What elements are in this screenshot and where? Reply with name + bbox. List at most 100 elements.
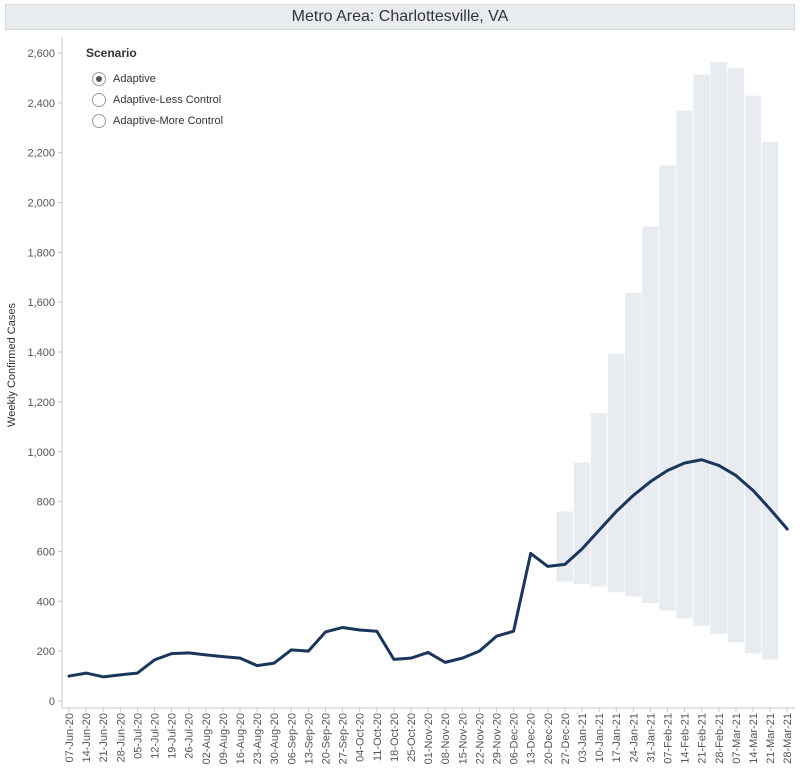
data-point: [119, 673, 122, 677]
data-point: [324, 630, 327, 634]
scenario-option-label: Adaptive-More Control: [113, 114, 224, 127]
data-point: [512, 630, 515, 633]
scenario-option-label: Adaptive: [113, 72, 156, 85]
y-tick-label: 200: [37, 646, 55, 658]
data-point: [683, 461, 686, 465]
forecast-band: [556, 61, 779, 661]
data-point: [580, 547, 584, 551]
y-tick-label: 0: [49, 696, 55, 708]
data-point: [204, 653, 207, 657]
x-tick-label: 12-Jul-20: [150, 713, 162, 759]
data-point: [529, 552, 532, 555]
data-point: [153, 658, 156, 662]
scenario-option-less-control[interactable]: Adaptive-Less Control: [86, 89, 223, 110]
band-bar: [590, 412, 608, 588]
scenario-option-adaptive[interactable]: Adaptive: [86, 68, 223, 89]
x-tick-label: 24-Jan-21: [628, 713, 640, 763]
x-tick-label: 07-Jun-20: [64, 713, 76, 763]
data-point: [751, 489, 755, 492]
data-point: [358, 628, 361, 632]
data-point: [649, 480, 652, 483]
x-tick-label: 30-Aug-20: [269, 713, 281, 764]
x-tick-label: 19-Jul-20: [167, 713, 179, 759]
data-point: [187, 651, 190, 655]
data-point: [290, 648, 293, 652]
x-tick-label: 07-Mar-21: [731, 713, 743, 764]
y-tick-label: 2,600: [27, 48, 55, 60]
band-bar: [641, 225, 660, 604]
x-tick-label: 10-Jan-21: [594, 713, 606, 763]
data-point: [597, 529, 601, 532]
data-point: [461, 656, 464, 660]
scenario-option-more-control[interactable]: Adaptive-More Control: [86, 110, 223, 131]
data-point: [444, 661, 447, 664]
band-bar: [675, 110, 694, 620]
x-tick-label: 22-Nov-20: [474, 713, 486, 764]
x-tick-label: 28-Jun-20: [115, 713, 127, 763]
x-tick-label: 15-Nov-20: [457, 713, 469, 764]
legend-title: Scenario: [86, 46, 137, 60]
data-point: [341, 626, 344, 629]
x-tick-label: 06-Dec-20: [509, 713, 521, 764]
y-tick-label: 800: [37, 497, 55, 509]
x-tick-label: 07-Feb-21: [663, 713, 675, 764]
data-point: [563, 563, 567, 566]
band-bar: [692, 73, 711, 627]
x-tick-label: 09-Aug-20: [218, 713, 230, 764]
y-tick-label: 1,800: [27, 247, 55, 259]
data-point: [615, 510, 618, 513]
x-tick-label: 14-Jun-20: [81, 713, 93, 763]
data-point: [495, 635, 498, 638]
radio-less-control[interactable]: [92, 92, 106, 107]
x-tick-label: 11-Oct-20: [372, 713, 384, 761]
band-bar: [556, 510, 574, 583]
series-line: [67, 458, 789, 679]
data-point: [392, 658, 396, 661]
data-point: [478, 649, 481, 653]
x-tick-label: 31-Jan-21: [645, 713, 657, 763]
x-tick-label: 14-Feb-21: [680, 713, 692, 764]
x-tick-label: 28-Mar-21: [782, 713, 794, 764]
x-tick-label: 28-Feb-21: [714, 713, 726, 764]
y-tick-label: 1,400: [27, 347, 55, 359]
band-bar: [658, 164, 677, 612]
band-bar: [744, 95, 762, 654]
data-point: [307, 649, 310, 653]
x-tick-label: 14-Mar-21: [748, 713, 760, 764]
data-point: [84, 671, 88, 675]
x-tick-label: 27-Dec-20: [560, 713, 572, 764]
y-tick-label: 2,400: [27, 98, 55, 110]
radio-adaptive[interactable]: [92, 71, 106, 86]
data-point: [67, 674, 71, 678]
data-point: [786, 527, 789, 531]
x-tick-label: 01-Nov-20: [423, 713, 435, 764]
data-point: [700, 458, 703, 461]
y-tick-label: 400: [37, 596, 55, 608]
x-tick-label: 18-Oct-20: [389, 713, 401, 762]
y-axis-label: Weekly Confirmed Cases: [6, 303, 18, 427]
x-tick-label: 26-Jul-20: [184, 713, 196, 759]
x-tick-label: 25-Oct-20: [406, 713, 418, 762]
data-point: [273, 661, 276, 665]
y-tick-label: 1,200: [27, 397, 55, 409]
data-point: [717, 464, 720, 467]
band-bar: [761, 141, 779, 661]
x-tick-label: 17-Jan-21: [611, 713, 623, 763]
band-bar: [624, 292, 643, 598]
y-axis-ticks: 0 200 400 600 800 1,000 1,200 1,400 1,600 1,800 2,…: [27, 48, 62, 708]
data-point: [170, 652, 173, 655]
radio-more-control[interactable]: [92, 113, 106, 128]
data-point: [238, 656, 242, 660]
scenario-option-label: Adaptive-Less Control: [113, 93, 222, 106]
y-tick-label: 2,000: [27, 198, 55, 210]
band-bar: [573, 461, 591, 585]
y-tick-label: 1,000: [27, 447, 55, 459]
x-tick-label: 06-Sep-20: [286, 713, 298, 764]
data-point: [734, 474, 738, 477]
data-point: [426, 651, 430, 654]
y-tick-label: 2,200: [27, 148, 55, 160]
x-tick-label: 21-Jun-20: [98, 713, 110, 763]
data-point: [409, 656, 413, 660]
y-tick-label: 1,600: [27, 297, 55, 309]
